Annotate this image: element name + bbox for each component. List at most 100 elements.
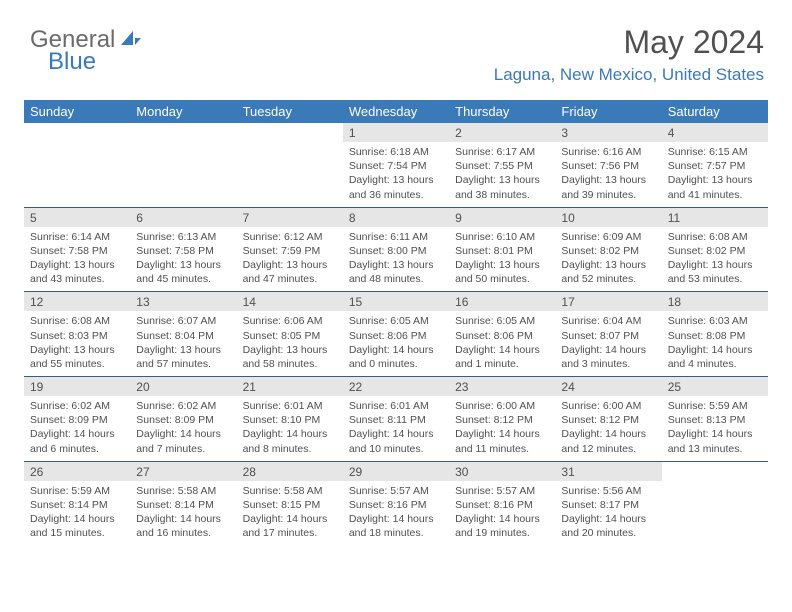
day-number: 12 <box>24 292 130 311</box>
day-details: Sunrise: 5:59 AMSunset: 8:14 PMDaylight:… <box>24 481 130 546</box>
day-number: 31 <box>555 462 661 481</box>
day-details: Sunrise: 5:58 AMSunset: 8:15 PMDaylight:… <box>237 481 343 546</box>
calendar-day-cell: 17Sunrise: 6:04 AMSunset: 8:07 PMDayligh… <box>555 292 661 377</box>
day-number: 6 <box>130 208 236 227</box>
empty-day <box>237 123 343 201</box>
calendar-day-cell: 28Sunrise: 5:58 AMSunset: 8:15 PMDayligh… <box>237 461 343 545</box>
day-details: Sunrise: 6:12 AMSunset: 7:59 PMDaylight:… <box>237 227 343 292</box>
calendar-day-cell: 21Sunrise: 6:01 AMSunset: 8:10 PMDayligh… <box>237 377 343 462</box>
day-number: 28 <box>237 462 343 481</box>
location-text: Laguna, New Mexico, United States <box>494 65 764 85</box>
calendar-week-row: 19Sunrise: 6:02 AMSunset: 8:09 PMDayligh… <box>24 377 768 462</box>
calendar-day-cell: 14Sunrise: 6:06 AMSunset: 8:05 PMDayligh… <box>237 292 343 377</box>
calendar-week-row: 1Sunrise: 6:18 AMSunset: 7:54 PMDaylight… <box>24 123 768 207</box>
day-details: Sunrise: 6:10 AMSunset: 8:01 PMDaylight:… <box>449 227 555 292</box>
weekday-header: Saturday <box>662 100 768 123</box>
day-details: Sunrise: 6:01 AMSunset: 8:11 PMDaylight:… <box>343 396 449 461</box>
calendar-day-cell: 5Sunrise: 6:14 AMSunset: 7:58 PMDaylight… <box>24 207 130 292</box>
weekday-header: Tuesday <box>237 100 343 123</box>
day-details: Sunrise: 6:05 AMSunset: 8:06 PMDaylight:… <box>343 311 449 376</box>
calendar-day-cell: 1Sunrise: 6:18 AMSunset: 7:54 PMDaylight… <box>343 123 449 207</box>
calendar-day-cell: 4Sunrise: 6:15 AMSunset: 7:57 PMDaylight… <box>662 123 768 207</box>
day-details: Sunrise: 6:02 AMSunset: 8:09 PMDaylight:… <box>24 396 130 461</box>
calendar-day-cell: 29Sunrise: 5:57 AMSunset: 8:16 PMDayligh… <box>343 461 449 545</box>
calendar-day-cell <box>24 123 130 207</box>
calendar-day-cell <box>237 123 343 207</box>
day-number: 22 <box>343 377 449 396</box>
empty-day <box>130 123 236 201</box>
calendar-day-cell: 26Sunrise: 5:59 AMSunset: 8:14 PMDayligh… <box>24 461 130 545</box>
day-number: 14 <box>237 292 343 311</box>
day-details: Sunrise: 6:17 AMSunset: 7:55 PMDaylight:… <box>449 142 555 207</box>
day-number: 17 <box>555 292 661 311</box>
calendar-day-cell: 8Sunrise: 6:11 AMSunset: 8:00 PMDaylight… <box>343 207 449 292</box>
day-number: 10 <box>555 208 661 227</box>
calendar-day-cell <box>662 461 768 545</box>
weekday-header: Monday <box>130 100 236 123</box>
day-details: Sunrise: 5:57 AMSunset: 8:16 PMDaylight:… <box>343 481 449 546</box>
day-number: 2 <box>449 123 555 142</box>
calendar-day-cell: 2Sunrise: 6:17 AMSunset: 7:55 PMDaylight… <box>449 123 555 207</box>
day-number: 18 <box>662 292 768 311</box>
day-details: Sunrise: 6:06 AMSunset: 8:05 PMDaylight:… <box>237 311 343 376</box>
day-number: 19 <box>24 377 130 396</box>
calendar-day-cell: 16Sunrise: 6:05 AMSunset: 8:06 PMDayligh… <box>449 292 555 377</box>
day-details: Sunrise: 6:08 AMSunset: 8:03 PMDaylight:… <box>24 311 130 376</box>
day-details: Sunrise: 6:18 AMSunset: 7:54 PMDaylight:… <box>343 142 449 207</box>
calendar-day-cell: 12Sunrise: 6:08 AMSunset: 8:03 PMDayligh… <box>24 292 130 377</box>
calendar-day-cell: 22Sunrise: 6:01 AMSunset: 8:11 PMDayligh… <box>343 377 449 462</box>
calendar-day-cell <box>130 123 236 207</box>
calendar-day-cell: 23Sunrise: 6:00 AMSunset: 8:12 PMDayligh… <box>449 377 555 462</box>
day-details: Sunrise: 6:15 AMSunset: 7:57 PMDaylight:… <box>662 142 768 207</box>
day-number: 27 <box>130 462 236 481</box>
calendar-day-cell: 6Sunrise: 6:13 AMSunset: 7:58 PMDaylight… <box>130 207 236 292</box>
calendar-week-row: 26Sunrise: 5:59 AMSunset: 8:14 PMDayligh… <box>24 461 768 545</box>
day-details: Sunrise: 6:09 AMSunset: 8:02 PMDaylight:… <box>555 227 661 292</box>
day-number: 23 <box>449 377 555 396</box>
day-number: 25 <box>662 377 768 396</box>
calendar-day-cell: 11Sunrise: 6:08 AMSunset: 8:02 PMDayligh… <box>662 207 768 292</box>
calendar-day-cell: 20Sunrise: 6:02 AMSunset: 8:09 PMDayligh… <box>130 377 236 462</box>
logo-sail-icon <box>119 29 143 47</box>
day-details: Sunrise: 5:57 AMSunset: 8:16 PMDaylight:… <box>449 481 555 546</box>
day-details: Sunrise: 6:04 AMSunset: 8:07 PMDaylight:… <box>555 311 661 376</box>
day-number: 20 <box>130 377 236 396</box>
calendar-day-cell: 9Sunrise: 6:10 AMSunset: 8:01 PMDaylight… <box>449 207 555 292</box>
calendar-week-row: 12Sunrise: 6:08 AMSunset: 8:03 PMDayligh… <box>24 292 768 377</box>
page-title: May 2024 <box>623 24 764 61</box>
day-number: 13 <box>130 292 236 311</box>
weekday-header: Friday <box>555 100 661 123</box>
weekday-header: Thursday <box>449 100 555 123</box>
calendar-day-cell: 7Sunrise: 6:12 AMSunset: 7:59 PMDaylight… <box>237 207 343 292</box>
calendar-day-cell: 18Sunrise: 6:03 AMSunset: 8:08 PMDayligh… <box>662 292 768 377</box>
day-number: 11 <box>662 208 768 227</box>
day-details: Sunrise: 6:13 AMSunset: 7:58 PMDaylight:… <box>130 227 236 292</box>
calendar-day-cell: 13Sunrise: 6:07 AMSunset: 8:04 PMDayligh… <box>130 292 236 377</box>
calendar-day-cell: 24Sunrise: 6:00 AMSunset: 8:12 PMDayligh… <box>555 377 661 462</box>
day-details: Sunrise: 6:00 AMSunset: 8:12 PMDaylight:… <box>449 396 555 461</box>
day-number: 5 <box>24 208 130 227</box>
weekday-header: Sunday <box>24 100 130 123</box>
day-details: Sunrise: 5:59 AMSunset: 8:13 PMDaylight:… <box>662 396 768 461</box>
day-details: Sunrise: 6:01 AMSunset: 8:10 PMDaylight:… <box>237 396 343 461</box>
day-details: Sunrise: 6:05 AMSunset: 8:06 PMDaylight:… <box>449 311 555 376</box>
calendar-day-cell: 15Sunrise: 6:05 AMSunset: 8:06 PMDayligh… <box>343 292 449 377</box>
day-number: 30 <box>449 462 555 481</box>
day-number: 26 <box>24 462 130 481</box>
day-details: Sunrise: 6:11 AMSunset: 8:00 PMDaylight:… <box>343 227 449 292</box>
day-details: Sunrise: 6:16 AMSunset: 7:56 PMDaylight:… <box>555 142 661 207</box>
weekday-header: Wednesday <box>343 100 449 123</box>
day-number: 15 <box>343 292 449 311</box>
day-number: 29 <box>343 462 449 481</box>
logo-text-blue: Blue <box>48 48 96 76</box>
day-details: Sunrise: 5:58 AMSunset: 8:14 PMDaylight:… <box>130 481 236 546</box>
calendar-day-cell: 25Sunrise: 5:59 AMSunset: 8:13 PMDayligh… <box>662 377 768 462</box>
calendar-day-cell: 27Sunrise: 5:58 AMSunset: 8:14 PMDayligh… <box>130 461 236 545</box>
day-number: 3 <box>555 123 661 142</box>
day-details: Sunrise: 6:00 AMSunset: 8:12 PMDaylight:… <box>555 396 661 461</box>
calendar-day-cell: 31Sunrise: 5:56 AMSunset: 8:17 PMDayligh… <box>555 461 661 545</box>
calendar-day-cell: 10Sunrise: 6:09 AMSunset: 8:02 PMDayligh… <box>555 207 661 292</box>
calendar-table: Sunday Monday Tuesday Wednesday Thursday… <box>24 100 768 545</box>
calendar-day-cell: 30Sunrise: 5:57 AMSunset: 8:16 PMDayligh… <box>449 461 555 545</box>
calendar-week-row: 5Sunrise: 6:14 AMSunset: 7:58 PMDaylight… <box>24 207 768 292</box>
